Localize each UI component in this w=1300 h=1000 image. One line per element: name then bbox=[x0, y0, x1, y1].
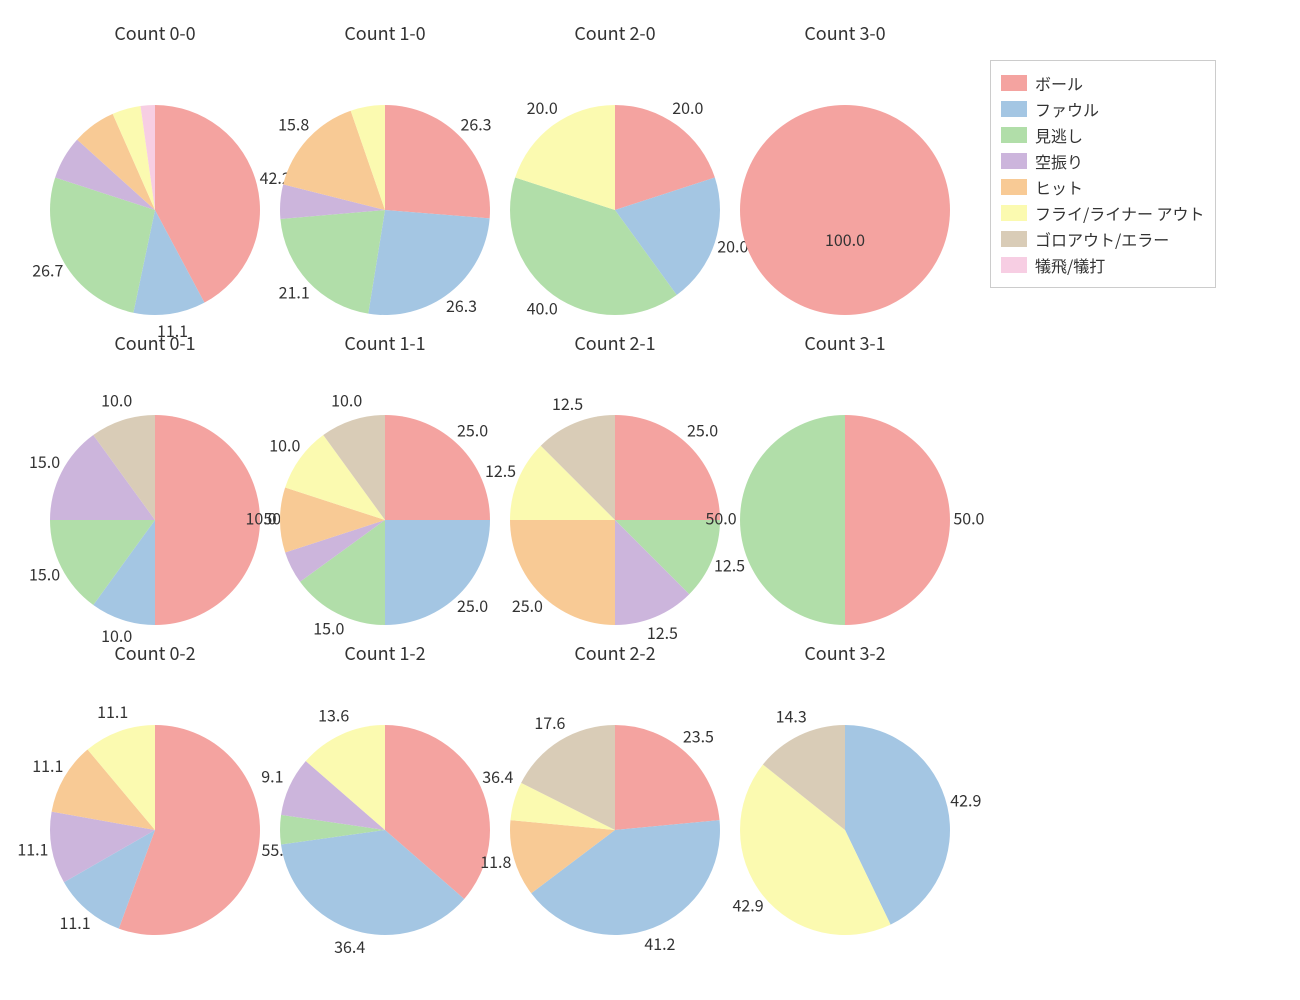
slice-label: 10.0 bbox=[246, 505, 277, 529]
chart-title: Count 1-2 bbox=[270, 640, 500, 666]
chart-title: Count 3-2 bbox=[730, 640, 960, 666]
legend-swatch bbox=[1001, 127, 1027, 143]
slice-label: 12.5 bbox=[552, 391, 583, 415]
slice-label: 20.0 bbox=[527, 95, 558, 119]
legend-item: ファウル bbox=[1001, 97, 1205, 121]
slice-label: 100.0 bbox=[825, 227, 865, 251]
slice-label: 25.0 bbox=[512, 593, 543, 617]
pie-svg: 42.9 42.9 14.3 bbox=[690, 675, 1000, 985]
legend-label: ゴロアウト/エラー bbox=[1035, 227, 1169, 251]
legend-swatch bbox=[1001, 75, 1027, 91]
legend-swatch bbox=[1001, 231, 1027, 247]
legend-swatch bbox=[1001, 257, 1027, 273]
pie-slice bbox=[740, 415, 845, 625]
slice-label: 15.0 bbox=[313, 616, 344, 640]
legend-label: 空振り bbox=[1035, 149, 1083, 173]
legend-label: ファウル bbox=[1035, 97, 1099, 121]
legend-item: ボール bbox=[1001, 71, 1205, 95]
slice-label: 15.8 bbox=[278, 112, 309, 136]
slice-label: 42.9 bbox=[950, 788, 981, 812]
slice-label: 11.1 bbox=[17, 837, 48, 861]
legend-label: 見逃し bbox=[1035, 123, 1083, 147]
pie-chart: Count 3-0 100.0 bbox=[730, 20, 960, 330]
slice-label: 12.5 bbox=[485, 458, 516, 482]
legend-item: 見逃し bbox=[1001, 123, 1205, 147]
legend-item: ゴロアウト/エラー bbox=[1001, 227, 1205, 251]
slice-label: 11.8 bbox=[480, 849, 511, 873]
slice-label: 41.2 bbox=[644, 931, 675, 955]
slice-label: 15.0 bbox=[29, 562, 60, 586]
chart-grid: Count 0-042.211.126.7Count 1-026.326.321… bbox=[0, 0, 1300, 1000]
pie-slice bbox=[740, 105, 950, 315]
legend-swatch bbox=[1001, 153, 1027, 169]
slice-label: 13.6 bbox=[318, 703, 349, 727]
slice-label: 10.0 bbox=[269, 433, 300, 457]
chart-title: Count 2-2 bbox=[500, 640, 730, 666]
chart-title: Count 0-2 bbox=[40, 640, 270, 666]
pie-svg: 100.0 bbox=[690, 55, 1000, 365]
chart-title: Count 2-0 bbox=[500, 20, 730, 46]
legend-swatch bbox=[1001, 101, 1027, 117]
pie-svg: 50.0 50.0 bbox=[690, 365, 1000, 675]
slice-label: 40.0 bbox=[527, 296, 558, 320]
chart-title: Count 3-1 bbox=[730, 330, 960, 356]
legend-label: ボール bbox=[1035, 71, 1083, 95]
slice-label: 42.9 bbox=[733, 893, 764, 917]
chart-title: Count 2-1 bbox=[500, 330, 730, 356]
slice-label: 14.3 bbox=[776, 704, 807, 728]
legend-label: フライ/ライナー アウト bbox=[1035, 201, 1205, 225]
legend-item: ヒット bbox=[1001, 175, 1205, 199]
pie-chart: Count 3-150.050.0 bbox=[730, 330, 960, 640]
slice-label: 17.6 bbox=[534, 710, 565, 734]
slice-label: 11.1 bbox=[32, 753, 63, 777]
pie-chart: Count 3-242.942.914.3 bbox=[730, 640, 960, 950]
legend-swatch bbox=[1001, 205, 1027, 221]
slice-label: 50.0 bbox=[953, 505, 984, 529]
legend-item: 空振り bbox=[1001, 149, 1205, 173]
slice-label: 9.1 bbox=[261, 764, 283, 788]
legend-item: 犠飛/犠打 bbox=[1001, 253, 1205, 277]
slice-label: 21.1 bbox=[279, 280, 310, 304]
legend-label: ヒット bbox=[1035, 175, 1083, 199]
slice-label: 10.0 bbox=[101, 388, 132, 412]
slice-label: 36.4 bbox=[334, 934, 365, 958]
slice-label: 15.0 bbox=[29, 449, 60, 473]
chart-title: Count 1-1 bbox=[270, 330, 500, 356]
chart-title: Count 3-0 bbox=[730, 20, 960, 46]
slice-label: 11.1 bbox=[60, 910, 91, 934]
chart-title: Count 0-0 bbox=[40, 20, 270, 46]
chart-title: Count 0-1 bbox=[40, 330, 270, 356]
slice-label: 26.7 bbox=[32, 257, 63, 281]
slice-label: 11.1 bbox=[97, 699, 128, 723]
pie-slice bbox=[845, 415, 950, 625]
legend-swatch bbox=[1001, 179, 1027, 195]
slice-label: 50.0 bbox=[706, 505, 737, 529]
legend-item: フライ/ライナー アウト bbox=[1001, 201, 1205, 225]
legend-label: 犠飛/犠打 bbox=[1035, 253, 1105, 277]
chart-title: Count 1-0 bbox=[270, 20, 500, 46]
legend: ボールファウル見逃し空振りヒットフライ/ライナー アウトゴロアウト/エラー犠飛/… bbox=[990, 60, 1216, 288]
slice-label: 10.0 bbox=[331, 388, 362, 412]
